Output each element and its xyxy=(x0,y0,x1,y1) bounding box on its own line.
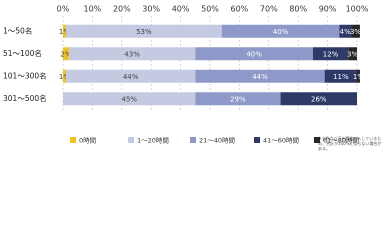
bar-segment xyxy=(65,69,196,83)
data-label: 1% xyxy=(353,73,364,81)
legend-swatch xyxy=(314,137,320,143)
data-label: 44% xyxy=(123,73,139,81)
x-tick-label: 10% xyxy=(84,5,102,14)
x-tick-label: 0% xyxy=(57,5,70,14)
bar-segment xyxy=(65,24,222,38)
data-label: 2% xyxy=(60,50,71,58)
data-label: 11% xyxy=(333,73,349,81)
bar-segment xyxy=(63,24,66,38)
bar-segment xyxy=(324,69,357,83)
legend-swatch xyxy=(128,137,134,143)
x-tick-label: 100% xyxy=(346,5,369,14)
data-label: 26% xyxy=(311,95,327,103)
data-label: 40% xyxy=(273,28,289,36)
legend-label: 61～80時間 xyxy=(323,137,359,145)
bar-segment xyxy=(351,24,360,38)
bar-segment xyxy=(221,24,340,38)
x-tick-label: 70% xyxy=(260,5,278,14)
data-label: 1% xyxy=(59,73,70,81)
data-label: 3% xyxy=(347,50,358,58)
note: ※小数点以下を四捨五入しているため、合計が100%にならない場合がある。 xyxy=(318,136,382,151)
y-tick-label: 1～50名 xyxy=(3,25,32,35)
bar-segment xyxy=(339,24,352,38)
bar-segment xyxy=(63,47,69,61)
y-tick-label: 101～300名 xyxy=(3,70,47,80)
data-label: 40% xyxy=(246,50,262,58)
legend-label: 41～60時間 xyxy=(263,137,299,145)
legend-label: 0時間 xyxy=(79,137,96,145)
bar-segment xyxy=(63,69,66,83)
data-label: 45% xyxy=(121,95,137,103)
legend-swatch xyxy=(70,137,76,143)
bar-segment xyxy=(195,92,281,106)
data-label: 29% xyxy=(230,95,246,103)
bar-segment xyxy=(195,69,325,83)
bar-segment xyxy=(348,47,357,61)
data-label: 44% xyxy=(252,73,268,81)
x-tick-label: 50% xyxy=(201,5,219,14)
x-tick-label: 20% xyxy=(113,5,131,14)
data-label: 53% xyxy=(136,28,152,36)
data-label: 43% xyxy=(124,50,140,58)
x-tick-label: 90% xyxy=(319,5,337,14)
x-tick-label: 80% xyxy=(289,5,307,14)
data-label: 12% xyxy=(323,50,339,58)
bar-segment xyxy=(63,92,196,106)
legend-swatch xyxy=(190,137,196,143)
legend-swatch xyxy=(254,137,260,143)
x-tick-label: 60% xyxy=(231,5,249,14)
y-tick-label: 301～500名 xyxy=(3,93,47,103)
bar-segment xyxy=(280,92,357,106)
data-label: 4% xyxy=(340,28,351,36)
note-box: ※小数点以下を四捨五入しているため、合計が100%にならない場合がある。 xyxy=(318,136,382,151)
bar-segment xyxy=(195,47,313,61)
data-label: 1% xyxy=(59,28,70,36)
bar-segment xyxy=(68,47,196,61)
data-label: 3% xyxy=(350,28,361,36)
legend-label: 1～20時間 xyxy=(137,137,169,145)
x-tick-label: 30% xyxy=(142,5,160,14)
bar-segment xyxy=(312,47,349,61)
legend-label: 21～40時間 xyxy=(199,137,235,145)
chart: ※小数点以下を四捨五入しているため、合計が100%にならない場合がある。 0% 1… xyxy=(3,5,382,152)
y-tick-label: 51～100名 xyxy=(3,48,42,58)
bar-segment xyxy=(357,69,360,83)
x-tick-label: 40% xyxy=(172,5,190,14)
